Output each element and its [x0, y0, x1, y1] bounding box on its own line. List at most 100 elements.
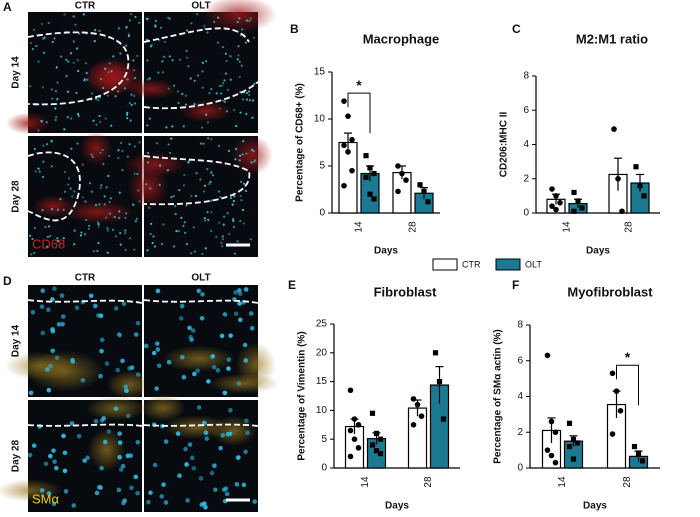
- nucleus: [228, 333, 233, 338]
- nucleus: [117, 454, 122, 460]
- nucleus: [238, 159, 241, 162]
- nucleus: [133, 145, 137, 148]
- nucleus: [135, 490, 140, 496]
- data-point: [432, 350, 439, 356]
- y-tick-label: 0: [517, 463, 523, 474]
- nucleus: [63, 170, 67, 174]
- data-point: [436, 379, 443, 385]
- nucleus: [120, 358, 125, 364]
- data-point: [549, 186, 555, 192]
- data-point: [570, 436, 577, 442]
- nucleus: [83, 233, 87, 236]
- nucleus: [135, 320, 141, 326]
- nucleus: [222, 390, 228, 396]
- data-point: [369, 442, 376, 448]
- nucleus: [162, 223, 165, 226]
- nucleus: [133, 76, 137, 80]
- nucleus: [168, 17, 171, 20]
- y-tick-label: 0: [523, 208, 529, 219]
- nucleus: [114, 95, 117, 98]
- data-point: [355, 445, 362, 451]
- nucleus: [40, 288, 46, 294]
- x-axis-label: Days: [586, 246, 610, 257]
- data-point: [548, 452, 555, 459]
- nucleus: [85, 455, 90, 461]
- nucleus: [126, 117, 129, 120]
- data-point: [548, 418, 555, 425]
- nucleus: [31, 47, 34, 51]
- data-point: [418, 413, 425, 419]
- nucleus: [248, 99, 252, 102]
- nucleus: [59, 198, 62, 201]
- nucleus: [27, 452, 33, 458]
- nucleus: [95, 97, 98, 100]
- nucleus: [229, 78, 232, 81]
- nucleus: [118, 210, 121, 213]
- nucleus: [30, 253, 33, 256]
- nucleus: [38, 170, 41, 173]
- nucleus: [104, 117, 107, 120]
- nucleus: [56, 240, 59, 243]
- data-point: [414, 401, 421, 408]
- nucleus: [233, 108, 236, 112]
- stain-region: [5, 112, 51, 135]
- nucleus: [149, 187, 152, 190]
- stain-region: [140, 394, 186, 422]
- nucleus: [146, 59, 149, 62]
- nucleus: [104, 67, 107, 70]
- nucleus: [183, 173, 186, 177]
- nucleus: [193, 79, 196, 82]
- nucleus: [114, 235, 117, 238]
- nucleus: [223, 215, 226, 218]
- nucleus: [201, 126, 204, 129]
- x-tick-label: 14: [360, 476, 371, 488]
- nucleus: [166, 169, 170, 172]
- data-point: [367, 165, 373, 171]
- y-tick-label: 2: [523, 173, 529, 184]
- nucleus: [245, 152, 248, 155]
- nucleus: [232, 217, 235, 221]
- nucleus: [50, 165, 53, 168]
- nucleus: [48, 363, 53, 369]
- nucleus: [88, 224, 91, 227]
- nucleus: [244, 41, 248, 44]
- nucleus: [33, 147, 36, 151]
- nucleus: [110, 70, 113, 73]
- data-point: [571, 208, 577, 214]
- nucleus: [152, 235, 155, 238]
- x-tick-label: 14: [354, 221, 365, 233]
- stain-region: [208, 373, 280, 394]
- nucleus: [76, 142, 79, 145]
- data-point: [410, 396, 417, 402]
- nucleus: [206, 31, 209, 34]
- nucleus: [183, 221, 186, 224]
- nucleus: [180, 216, 183, 219]
- tissue-boundary: [27, 423, 143, 427]
- nucleus: [238, 75, 241, 79]
- nucleus: [236, 58, 239, 61]
- nucleus: [67, 60, 70, 63]
- nucleus: [40, 22, 44, 26]
- nucleus: [30, 309, 36, 315]
- nucleus: [146, 151, 150, 155]
- nucleus: [241, 208, 245, 212]
- nucleus: [242, 222, 245, 225]
- nucleus: [215, 92, 218, 95]
- nucleus: [130, 13, 133, 16]
- nucleus: [80, 231, 83, 234]
- nucleus: [92, 250, 95, 253]
- nucleus: [220, 433, 226, 438]
- nucleus: [221, 84, 224, 87]
- nucleus: [119, 243, 122, 246]
- nucleus: [159, 26, 162, 29]
- nucleus: [52, 286, 57, 292]
- nucleus: [29, 85, 32, 88]
- nucleus: [97, 225, 100, 228]
- nucleus: [51, 97, 54, 100]
- nucleus: [180, 355, 185, 360]
- nucleus: [119, 232, 122, 235]
- nucleus: [45, 367, 50, 372]
- nucleus: [97, 98, 100, 102]
- nucleus: [187, 65, 190, 68]
- data-point: [345, 149, 351, 155]
